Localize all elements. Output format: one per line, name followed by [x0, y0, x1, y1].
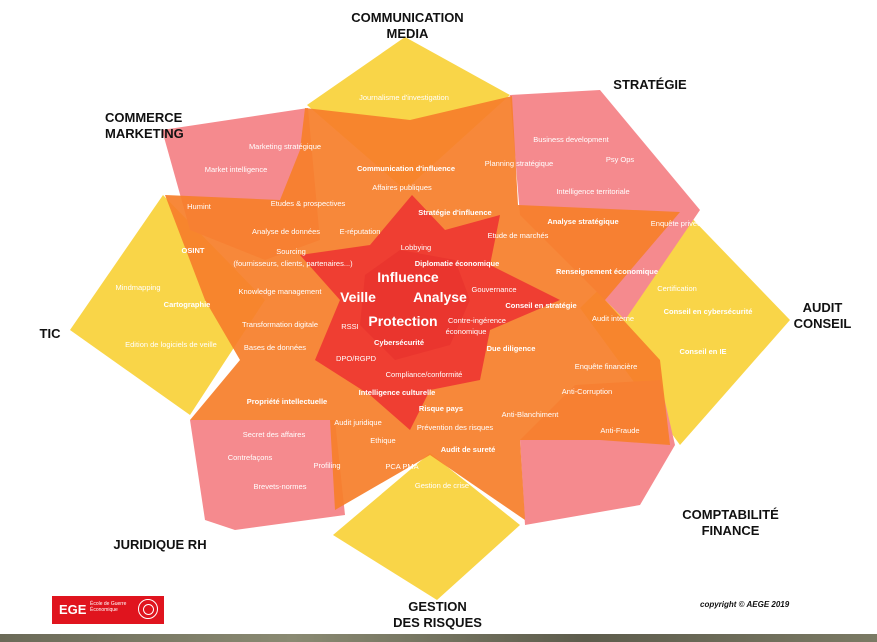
term-label: Analyse stratégique: [547, 217, 618, 226]
core-term: Analyse: [413, 289, 467, 305]
term-label: Audit interne: [592, 314, 634, 323]
term-label: Marketing stratégique: [249, 142, 321, 151]
sector-label-juridique: JURIDIQUE RH: [113, 537, 207, 552]
term-label: Secret des affaires: [243, 430, 306, 439]
term-label: Diplomatie économique: [415, 259, 500, 268]
copyright-text: copyright © AEGE 2019: [700, 600, 790, 609]
term-label: Business development: [533, 135, 609, 144]
term-label: Cybersécurité: [374, 338, 424, 347]
sector-label-strategie: STRATÉGIE: [613, 77, 687, 92]
term-label: Prévention des risques: [417, 423, 494, 432]
term-label: Edition de logiciels de veille: [125, 340, 217, 349]
term-label: Risque pays: [419, 404, 463, 413]
term-label: Mindmapping: [115, 283, 160, 292]
term-label: Audit juridique: [334, 418, 382, 427]
panel-juridique: [190, 420, 345, 530]
term-label: Gestion de crise: [415, 481, 469, 490]
sector-label-gestion: GESTION DES RISQUES: [393, 599, 482, 630]
bottom-strip: [0, 634, 877, 642]
sector-label-communication: COMMUNICATION MEDIA: [351, 10, 464, 41]
term-label: Anti-Blanchiment: [502, 410, 560, 419]
term-label: Affaires publiques: [372, 183, 432, 192]
term-label: Gouvernance: [471, 285, 516, 294]
sector-label-audit: AUDIT CONSEIL: [793, 300, 852, 331]
term-label: DPO/RGPD: [336, 354, 377, 363]
sector-label-tic: TIC: [39, 326, 61, 341]
term-label: Psy Ops: [606, 155, 635, 164]
term-label: Due diligence: [487, 344, 536, 353]
term-label: Compliance/conformité: [386, 370, 463, 379]
term-label: Lobbying: [401, 243, 431, 252]
term-label: Stratégie d'influence: [418, 208, 491, 217]
term-label: Intelligence territoriale: [556, 187, 629, 196]
term-label: Etude de marchés: [488, 231, 549, 240]
term-label: Analyse de données: [252, 227, 320, 236]
diamond-communication: [307, 37, 510, 190]
term-label: Conseil en IE: [679, 347, 726, 356]
term-label: Cartographie: [164, 300, 211, 309]
core-term: Influence: [377, 269, 439, 285]
term-label: RSSI: [341, 322, 359, 331]
term-label: Bases de données: [244, 343, 306, 352]
term-label: Anti-Corruption: [562, 387, 612, 396]
term-label: Sourcing: [276, 247, 306, 256]
term-label: PCA PMA: [385, 462, 418, 471]
term-label: Conseil en stratégie: [505, 301, 576, 310]
term-label: E-réputation: [340, 227, 381, 236]
seal-icon: [138, 599, 158, 619]
term-label: Brevets-normes: [254, 482, 307, 491]
term-label: Certification: [657, 284, 697, 293]
logo-text: EGE: [59, 602, 87, 617]
sector-label-commerce: COMMERCE MARKETING: [105, 110, 184, 141]
diamond-gestion: [333, 453, 520, 600]
core-red-inner: [360, 250, 470, 360]
term-label: Propriété intellectuelle: [247, 397, 327, 406]
term-label: (fournisseurs, clients, partenaires...): [233, 259, 353, 268]
term-label: Contre-ingérence: [448, 316, 506, 325]
term-label: Anti-Fraude: [600, 426, 639, 435]
term-label: Renseignement économique: [556, 267, 658, 276]
term-label: Knowledge management: [239, 287, 323, 296]
term-label: Audit de sureté: [441, 445, 496, 454]
ege-logo: EGE École de Guerre Économique: [52, 596, 164, 624]
term-label: Conseil en cybersécurité: [664, 307, 753, 316]
term-label: Etudes & prospectives: [271, 199, 346, 208]
core-term: Veille: [340, 289, 376, 305]
term-label: Enquête privée: [651, 219, 701, 228]
panel-strategie: [510, 90, 700, 320]
term-label: OSINT: [182, 246, 205, 255]
term-label: Intelligence culturelle: [359, 388, 436, 397]
term-label: Transformation digitale: [242, 320, 318, 329]
logo-subtitle: École de Guerre Économique: [90, 601, 127, 613]
term-label: Profiling: [313, 461, 340, 470]
core-term: Protection: [368, 313, 437, 329]
term-label: Planning stratégique: [485, 159, 553, 168]
term-label: Contrefaçons: [228, 453, 273, 462]
term-label: Communication d'influence: [357, 164, 455, 173]
sector-label-comptabilite: COMPTABILITÉ FINANCE: [682, 507, 779, 538]
term-label: Humint: [187, 202, 212, 211]
term-label: Market intelligence: [205, 165, 268, 174]
term-label: Ethique: [370, 436, 395, 445]
term-label: Journalisme d'investigation: [359, 93, 449, 102]
term-label: économique: [446, 327, 487, 336]
term-label: Enquête financière: [575, 362, 638, 371]
